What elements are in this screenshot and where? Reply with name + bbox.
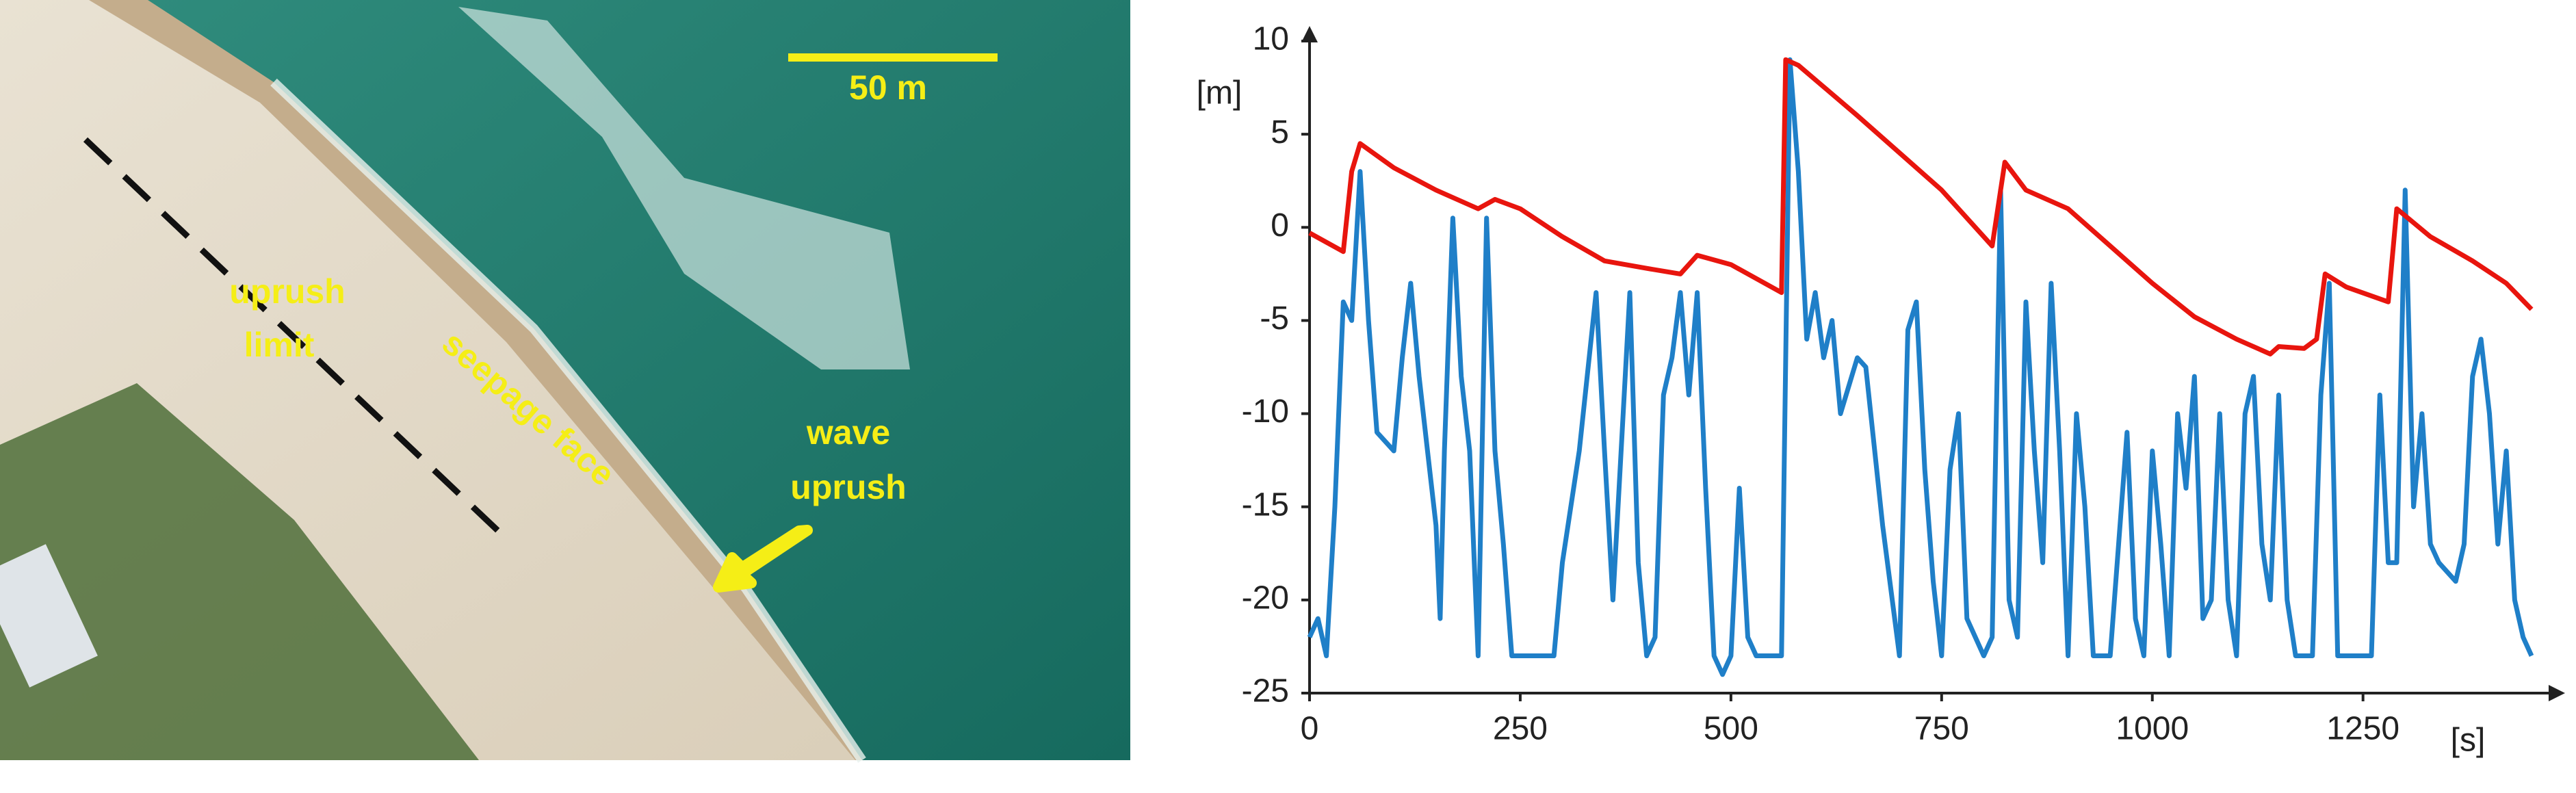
y-axis-label: [m]: [1197, 75, 1243, 112]
x-tick-label: 250: [1493, 711, 1548, 747]
y-tick-label: -10: [1242, 393, 1289, 430]
line-series: [1308, 57, 2534, 356]
aerial-photo: 50 m uprush limit seepage face wave upru…: [0, 0, 1130, 763]
vegetation: [0, 383, 479, 760]
x-tick-label: 1000: [2116, 711, 2189, 747]
x-axis-label: [s]: [2451, 723, 2486, 759]
x-tick-label: 500: [1704, 711, 1758, 747]
y-tick-label: -15: [1242, 486, 1289, 523]
x-tick-label: 1250: [2326, 711, 2399, 747]
uprush-limit-line: [83, 137, 512, 545]
surf: [458, 7, 910, 369]
x-tick-label: 750: [1914, 711, 1969, 747]
wave-label: wave: [806, 413, 890, 452]
y-tick-label: 5: [1271, 114, 1289, 151]
swash-line: [270, 78, 866, 763]
line-series: [1307, 57, 2534, 677]
house: [0, 544, 98, 688]
scale-bar-label: 50 m: [849, 68, 927, 107]
y-tick-label: 0: [1271, 207, 1289, 244]
y-tick-label: -25: [1242, 673, 1289, 710]
y-tick-label: -20: [1242, 580, 1289, 616]
x-tick-label: 0: [1301, 711, 1319, 747]
y-tick-label: 10: [1253, 21, 1289, 57]
limit-label: limit: [244, 326, 315, 364]
uprush-label: uprush: [229, 272, 345, 311]
uprush-label: uprush: [790, 468, 906, 506]
arrow: [713, 525, 813, 593]
y-tick-label: -5: [1260, 300, 1289, 337]
